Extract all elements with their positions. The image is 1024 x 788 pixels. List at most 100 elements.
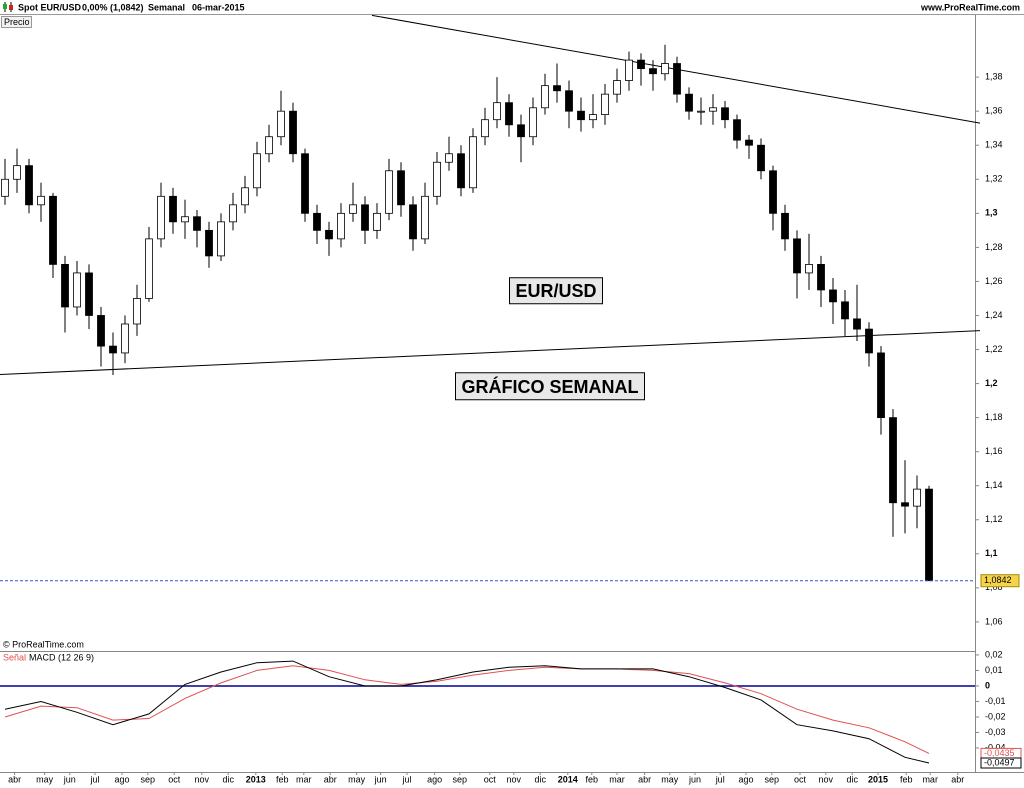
candle-body [829, 289, 837, 303]
annotation: GRÁFICO SEMANAL [455, 372, 645, 401]
candle-body [505, 102, 513, 126]
x-tick-label: sep [453, 774, 468, 784]
x-tick-label: jun [374, 774, 387, 784]
candle-body [241, 187, 249, 206]
candle-body [529, 107, 537, 138]
x-tick-label: jul [401, 774, 411, 784]
candle-body [421, 195, 429, 240]
y-tick-label: -0,02 [985, 711, 1006, 721]
annotation-box [508, 277, 604, 305]
candle-body [349, 204, 357, 214]
candle-body [469, 136, 477, 189]
x-tick-label: mar [922, 774, 938, 784]
x-tick-label: oct [794, 774, 807, 784]
legend-entry: MACD (12 26 9) [29, 652, 94, 662]
site: www.ProRealTime.com [920, 2, 1020, 12]
last-value-box [980, 757, 1022, 769]
candle-body [289, 110, 297, 155]
candle-body [433, 161, 441, 197]
candle-body [121, 323, 129, 354]
candle-body [145, 238, 153, 299]
y-tick-label: -0,01 [985, 696, 1006, 706]
x-tick-label: feb [900, 774, 913, 784]
y-tick-label: 1,22 [985, 344, 1003, 354]
candle-body [13, 165, 21, 180]
candle-body [193, 216, 201, 231]
y-tick-label: 1,2 [985, 378, 998, 388]
x-tick-label: mar [609, 774, 625, 784]
candle-body [457, 153, 465, 189]
symbol: Spot EUR/USD [18, 2, 82, 12]
macd-line [4, 665, 930, 754]
x-tick-label: ago [427, 774, 442, 784]
candle-body [901, 502, 909, 507]
x-tick-label: sep [765, 774, 780, 784]
x-tick-label: 2014 [558, 774, 578, 784]
candle-body [637, 59, 645, 70]
y-tick-label: 1,18 [985, 412, 1003, 422]
candle-body [277, 110, 285, 138]
x-tick-label: 2015 [868, 774, 888, 784]
x-tick-label: mar [296, 774, 312, 784]
candle-body [925, 488, 933, 582]
x-tick-label: abr [324, 774, 337, 784]
x-tick-label: feb [276, 774, 289, 784]
y-tick-label: 1,32 [985, 174, 1003, 184]
y-tick-label: 1,12 [985, 514, 1003, 524]
x-tick-label: nov [507, 774, 522, 784]
candle-body [325, 229, 333, 240]
candle-body [589, 114, 597, 121]
candle-body [73, 272, 81, 308]
candle-body [781, 212, 789, 240]
candle-body [157, 195, 165, 240]
x-tick-label: jul [715, 774, 725, 784]
candle-body [169, 195, 177, 223]
candle-body [745, 139, 753, 146]
candle-body [757, 144, 765, 172]
x-tick-label: feb [586, 774, 599, 784]
candle-body [373, 212, 381, 231]
candle-body [877, 352, 885, 419]
x-tick-label: may [36, 774, 54, 784]
candle-body [301, 153, 309, 214]
candle-body [253, 153, 261, 189]
candle-body [733, 119, 741, 141]
x-tick-label: sep [141, 774, 156, 784]
y-tick-label: 1,08 [985, 582, 1003, 592]
candle-body [553, 85, 561, 92]
candle-body [913, 488, 921, 507]
y-tick-label: 1,3 [985, 208, 998, 218]
candle-body [313, 212, 321, 231]
candle-body [865, 328, 873, 354]
y-tick-label: 1,1 [985, 548, 998, 558]
y-tick-label: 0,02 [985, 649, 1003, 659]
annotation-text: GRÁFICO SEMANAL [462, 376, 639, 397]
y-tick-label: 1,26 [985, 276, 1003, 286]
candle-body [613, 80, 621, 95]
candle-body [409, 204, 417, 240]
candle-body [481, 119, 489, 138]
candle-body [565, 90, 573, 112]
candle-body [49, 195, 57, 265]
y-tick-label: 1,38 [985, 72, 1003, 82]
date: 06-mar-2015 [192, 2, 245, 12]
last-price-box [980, 574, 1020, 588]
candle-body [445, 153, 453, 163]
y-tick-label: 0,01 [985, 665, 1003, 675]
candle-body [229, 204, 237, 223]
x-tick-label: nov [819, 774, 834, 784]
candle-body [661, 63, 669, 75]
pane-label-box [1, 16, 32, 28]
x-tick-label: oct [168, 774, 181, 784]
candle-body [1, 178, 9, 197]
candle-body [397, 170, 405, 206]
candle-body [37, 195, 45, 206]
candle-body [841, 301, 849, 320]
candle-body [61, 264, 69, 308]
candle-body [109, 345, 117, 354]
x-tick-label: dic [534, 774, 546, 784]
x-tick-label: jul [89, 774, 99, 784]
candle-body [265, 136, 273, 155]
y-tick-label: -0,04 [985, 742, 1006, 752]
